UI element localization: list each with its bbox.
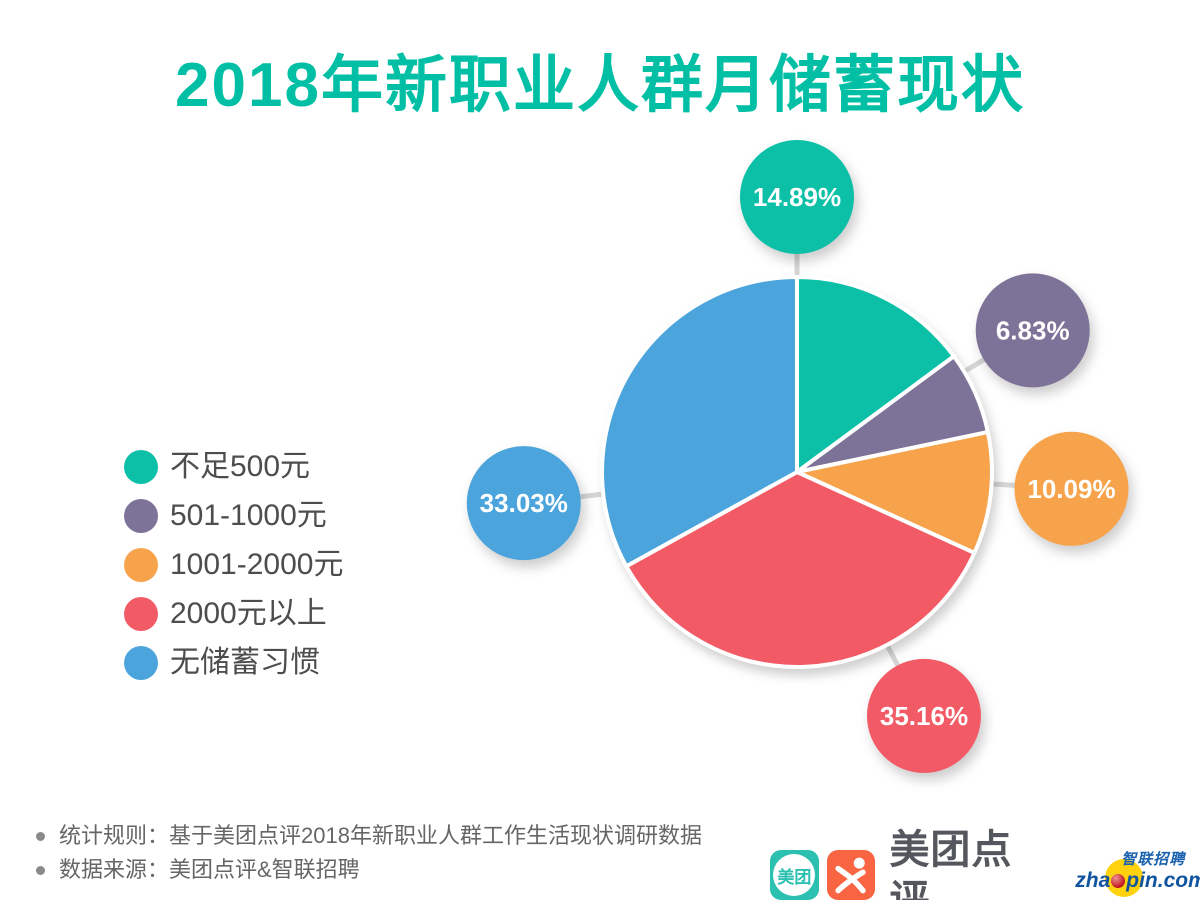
bubble-circle	[466, 446, 581, 561]
bullet-icon	[36, 831, 45, 841]
legend-item: 1001-2000元	[124, 548, 343, 582]
note-data-source: 数据来源：美团点评&智联招聘	[36, 854, 702, 886]
bubble-circle	[1014, 431, 1129, 546]
legend-label: 无储蓄习惯	[170, 646, 320, 679]
bubble-circle	[866, 658, 981, 773]
pie-bubble-1: 6.83%	[975, 273, 1090, 388]
legend-label: 不足500元	[170, 450, 311, 483]
zhaopin-cn-text: 智联招聘	[1121, 851, 1186, 868]
pie-bubble-4: 33.03%	[466, 446, 581, 561]
dianping-logo-icon	[826, 850, 876, 900]
note-text: 数据来源：美团点评&智联招聘	[59, 857, 360, 882]
legend-item: 2000元以上	[124, 597, 343, 631]
bubble-value-label: 33.03%	[480, 488, 568, 518]
pie-bubble-2: 10.09%	[1014, 431, 1129, 546]
brand-logos: 美团 美团点评 智联招聘 zha pin.com	[770, 825, 1200, 900]
bubble-circle	[975, 273, 1090, 388]
note-statistic-rule: 统计规则：基于美团点评2018年新职业人群工作生活现状调研数据	[36, 820, 702, 852]
meituan-logo-text: 美团	[777, 867, 812, 887]
legend-label: 1001-2000元	[170, 548, 344, 581]
bubble-value-label: 6.83%	[996, 315, 1070, 345]
bullet-icon	[36, 865, 45, 875]
page-title: 2018年新职业人群月储蓄现状	[175, 51, 1025, 120]
legend-color-dot-icon	[124, 597, 158, 631]
legend-color-dot-icon	[124, 499, 158, 533]
footnotes: 统计规则：基于美团点评2018年新职业人群工作生活现状调研数据 数据来源：美团点…	[36, 820, 702, 888]
bubble-circle	[740, 140, 854, 254]
legend-label: 501-1000元	[170, 499, 327, 532]
bubble-value-label: 35.16%	[880, 701, 968, 731]
pie-bubble-0: 14.89%	[740, 140, 854, 254]
pie-slice-2	[795, 430, 994, 555]
brand-name-text: 美团点评	[889, 828, 1013, 900]
zhaopin-red-ball-icon	[1111, 874, 1126, 888]
meituan-logo-icon: 美团	[770, 850, 819, 900]
dianping-figure-icon	[835, 857, 866, 894]
note-text: 统计规则：基于美团点评2018年新职业人群工作生活现状调研数据	[59, 823, 702, 848]
legend-color-dot-icon	[124, 646, 158, 680]
legend-color-dot-icon	[124, 548, 158, 582]
legend-item: 无储蓄习惯	[124, 646, 343, 680]
legend-color-dot-icon	[124, 450, 158, 484]
legend: 不足500元 501-1000元 1001-2000元 2000元以上 无储蓄习惯	[124, 450, 343, 695]
bubble-value-label: 14.89%	[753, 182, 841, 212]
pie-slices	[600, 275, 994, 669]
bubble-value-label: 10.09%	[1027, 474, 1115, 504]
zhaopin-url-text: zha pin.com	[1075, 869, 1200, 892]
legend-label: 2000元以上	[170, 597, 327, 630]
pie-slice-3	[624, 470, 977, 669]
pie-bubble-3: 35.16%	[866, 658, 981, 773]
pie-slice-0	[795, 275, 956, 474]
legend-item: 501-1000元	[124, 499, 343, 533]
meituan-logo-circle: 美团	[773, 854, 816, 896]
pie-slice-4	[600, 275, 799, 569]
zhaopin-logo: 智联招聘 zha pin.com	[1075, 847, 1200, 900]
legend-item: 不足500元	[124, 450, 343, 484]
